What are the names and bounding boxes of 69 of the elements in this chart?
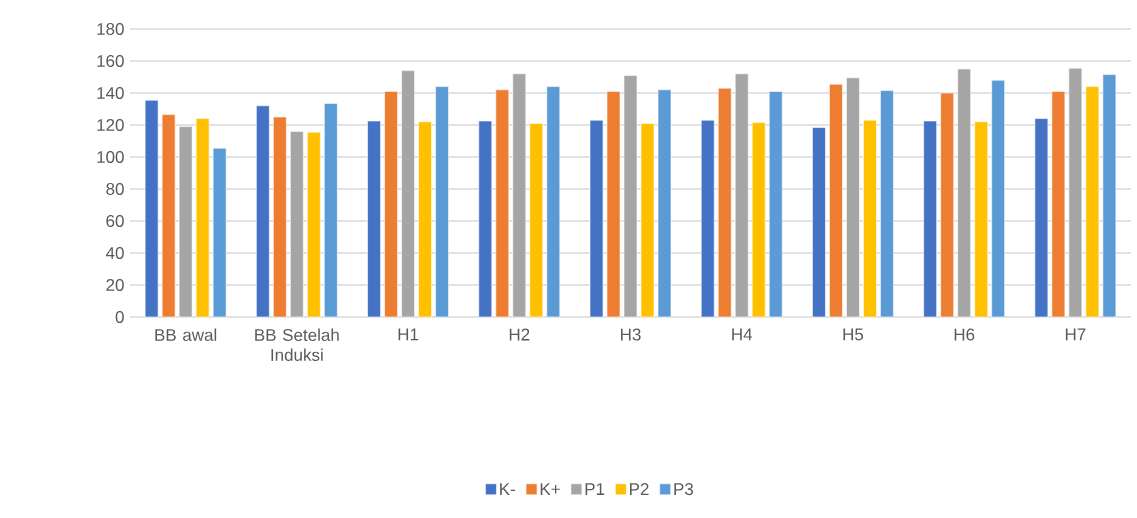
bar — [212, 147, 227, 318]
bar — [863, 119, 877, 318]
legend-label: K- — [500, 483, 515, 495]
legend-label: K+ — [540, 483, 560, 495]
bar — [829, 83, 843, 318]
y-tick-label: 40 — [105, 246, 124, 260]
y-tick-label: 120 — [97, 118, 124, 132]
bar — [178, 126, 193, 318]
y-tick-label: 180 — [97, 22, 124, 36]
x-tick-label: H5 — [843, 328, 864, 341]
bar — [478, 120, 493, 318]
bar — [940, 92, 954, 318]
legend-label: P3 — [674, 483, 694, 496]
y-tick-label: 20 — [106, 278, 124, 292]
bar — [307, 131, 321, 318]
bar — [144, 99, 159, 318]
bar — [418, 121, 432, 318]
y-tick-label: 0 — [115, 310, 124, 324]
x-tick-label: BB awal — [155, 328, 217, 342]
y-tick-label: 80 — [106, 182, 124, 196]
bar — [589, 119, 604, 318]
bar — [640, 123, 655, 318]
bar — [957, 68, 971, 318]
bar — [546, 86, 561, 318]
bar — [623, 75, 638, 318]
x-tick-label: H2 — [509, 328, 530, 341]
x-tick-label: BB Setelah Induksi — [255, 328, 339, 362]
bar — [435, 86, 449, 318]
bar — [161, 114, 176, 318]
bar — [195, 118, 210, 318]
bar — [768, 91, 783, 318]
y-tick-label: 100 — [97, 150, 124, 164]
y-tick-label: 160 — [97, 54, 124, 68]
x-tick-label: H3 — [621, 328, 641, 341]
bar — [974, 121, 988, 318]
bar — [734, 73, 749, 318]
bar — [256, 105, 270, 318]
bar — [717, 87, 732, 318]
bar — [401, 70, 415, 318]
bar — [923, 120, 937, 318]
bar — [1102, 74, 1117, 318]
bar — [1034, 118, 1049, 318]
bar — [880, 90, 894, 318]
bar — [846, 77, 860, 318]
bar — [512, 73, 527, 318]
bar — [290, 131, 304, 318]
bar — [495, 89, 510, 318]
bar — [367, 120, 381, 318]
x-tick-label: H7 — [1065, 328, 1086, 341]
bar — [657, 89, 672, 318]
bar — [606, 91, 621, 318]
x-tick-label: H4 — [732, 328, 753, 341]
legend-label: P1 — [585, 483, 605, 495]
bar — [384, 91, 398, 318]
bar — [991, 79, 1005, 318]
bar — [812, 127, 826, 318]
bar — [1085, 86, 1100, 318]
x-tick-label: H6 — [954, 328, 975, 341]
bar — [1068, 67, 1083, 318]
bar — [1051, 91, 1066, 318]
bar — [273, 116, 287, 318]
y-tick-label: 60 — [106, 214, 124, 228]
x-tick-label: H1 — [398, 328, 419, 341]
bar — [751, 122, 766, 318]
bar — [700, 119, 715, 318]
bar — [529, 123, 544, 318]
bar — [324, 103, 338, 318]
legend-label: P2 — [630, 483, 649, 495]
y-tick-label: 140 — [97, 86, 124, 100]
